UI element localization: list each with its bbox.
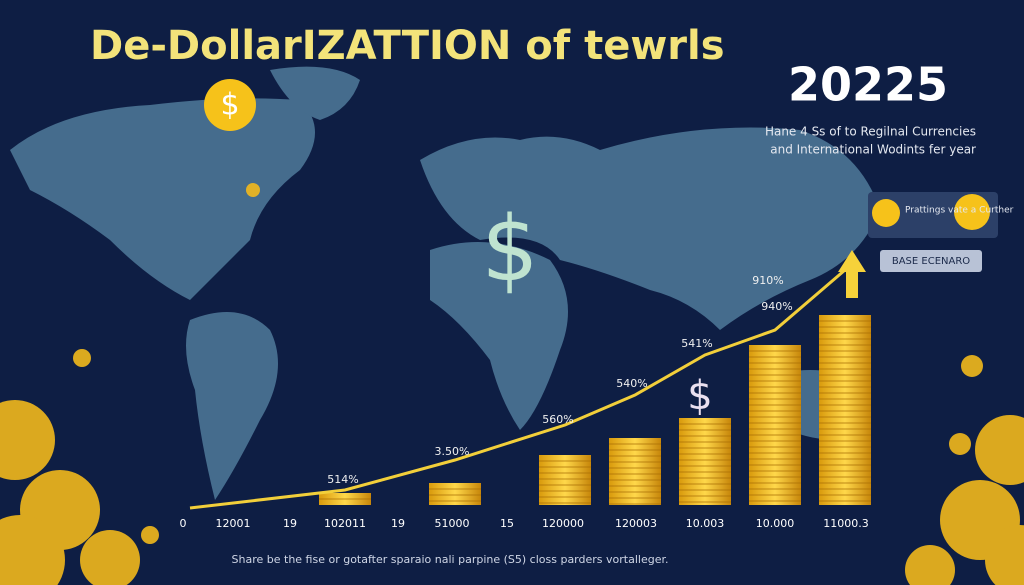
axis-label: 102011	[324, 517, 366, 530]
scenario-button-text[interactable]: BASE ECENARO	[892, 256, 970, 267]
axis-label: 15	[500, 517, 514, 530]
line-label: 541%	[681, 337, 712, 350]
line-label: 3.50%	[435, 445, 470, 458]
axis-label: 12001	[216, 517, 251, 530]
coin-stack	[609, 438, 661, 505]
line-label: 940%	[761, 300, 792, 313]
line-label: 910%	[752, 274, 783, 287]
coin-stack	[429, 483, 481, 505]
axis-label: 120000	[542, 517, 584, 530]
year: 20225	[788, 58, 948, 112]
footer: Share be the fise or gotafter sparaio na…	[232, 553, 669, 566]
title: De-DollarIZATTION of tewrls	[90, 23, 725, 69]
axis-label: 0	[180, 517, 187, 530]
axis-label: 51000	[435, 517, 470, 530]
axis-label: 10.003	[686, 517, 725, 530]
panel-text: Prattings vate a Curther	[905, 206, 1014, 216]
axis-label: 10.000	[756, 517, 795, 530]
coin-pile	[0, 183, 1024, 585]
dollar-icon: $	[687, 373, 712, 419]
axis-label: 11000.3	[823, 517, 869, 530]
axis-label: 19	[391, 517, 405, 530]
coin-icon: $	[220, 88, 239, 123]
coin-stack	[819, 315, 871, 505]
coin-stack	[749, 345, 801, 505]
coin-icon	[872, 199, 900, 227]
scenario-button[interactable]	[880, 250, 982, 272]
line-label: 540%	[616, 377, 647, 390]
line-label: 514%	[327, 473, 358, 486]
coin-icon	[204, 79, 256, 131]
coin-stack	[679, 418, 731, 505]
trend-line	[189, 268, 846, 510]
axis-label: 19	[283, 517, 297, 530]
dollar-icon: $	[481, 197, 538, 302]
subtitle: Hane 4 Ss of to Regilnal Currencies	[765, 125, 976, 139]
subtitle: and International Wodints fer year	[770, 143, 976, 157]
coin-stacks	[319, 315, 871, 505]
line-label: 560%	[542, 413, 573, 426]
coin-icon	[954, 194, 990, 230]
coin-stack	[539, 455, 591, 505]
axis-label: 120003	[615, 517, 657, 530]
trend-arrow	[838, 250, 866, 298]
